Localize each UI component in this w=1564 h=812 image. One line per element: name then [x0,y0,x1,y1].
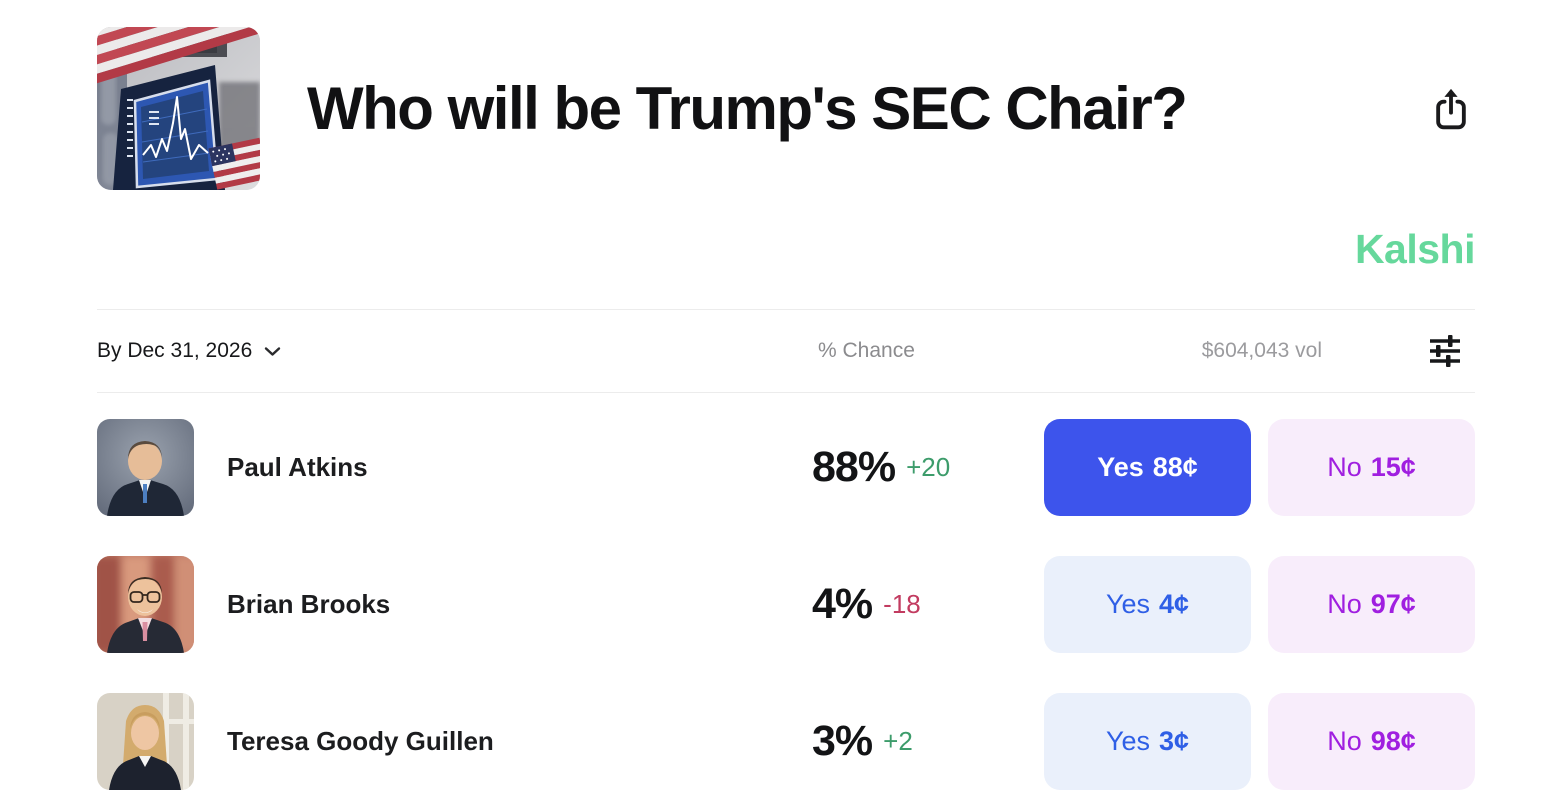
chance-delta: -18 [883,589,921,619]
outcome-row-teresa-goody-guillen[interactable]: Teresa Goody Guillen 3% +2 Yes 3¢ No 98¢ [97,693,1475,790]
trade-buttons: Yes 3¢ No 98¢ [1044,693,1475,790]
page-title: Who will be Trump's SEC Chair? [307,75,1188,142]
share-button[interactable] [1427,83,1475,135]
chance-delta: +20 [906,452,951,482]
yes-button[interactable]: Yes 3¢ [1044,693,1251,790]
share-icon [1436,88,1466,129]
outcome-chance: 4% -18 [812,580,1044,629]
avatar-brian-brooks [97,556,194,653]
avatar-teresa-goody-guillen [97,693,194,790]
chance-delta: +2 [883,726,913,756]
deadline-label: By Dec 31, 2026 [97,339,253,362]
portrait-image [97,556,194,653]
trade-buttons: Yes 4¢ No 97¢ [1044,556,1475,653]
no-button[interactable]: No 15¢ [1268,419,1475,516]
portrait-image [97,693,194,790]
brand-row: Kalshi [97,226,1476,273]
market-toolbar: By Dec 31, 2026 % Chance $604,043 vol [97,310,1475,392]
market-header: Who will be Trump's SEC Chair? [97,0,1475,190]
chance-value: 88% [812,443,896,491]
no-button[interactable]: No 98¢ [1268,693,1475,790]
outcome-row-brian-brooks[interactable]: Brian Brooks 4% -18 Yes 4¢ No 97¢ [97,556,1475,653]
filter-button[interactable] [1426,332,1464,370]
market-thumbnail [97,27,260,190]
chance-value: 3% [812,717,873,765]
outcome-chance: 88% +20 [812,443,1044,492]
market-widget: Who will be Trump's SEC Chair? Kalshi By… [97,0,1476,790]
divider [97,309,1475,310]
yes-button[interactable]: Yes 88¢ [1044,419,1251,516]
outcome-name: Brian Brooks [227,589,391,619]
deadline-dropdown[interactable]: By Dec 31, 2026 [97,339,281,363]
outcome-list: Paul Atkins 88% +20 Yes 88¢ No 15¢ [97,419,1475,790]
chance-value: 4% [812,580,873,628]
flags-trading-screen-image [97,27,260,190]
kalshi-logo: Kalshi [1354,226,1476,272]
yes-button[interactable]: Yes 4¢ [1044,556,1251,653]
chevron-down-icon [265,346,281,356]
portrait-image [97,419,194,516]
no-button[interactable]: No 97¢ [1268,556,1475,653]
volume-label: $604,043 vol [1201,339,1322,362]
trade-buttons: Yes 88¢ No 15¢ [1044,419,1475,516]
outcome-row-paul-atkins[interactable]: Paul Atkins 88% +20 Yes 88¢ No 15¢ [97,419,1475,516]
outcome-name: Teresa Goody Guillen [227,726,494,756]
sliders-icon [1430,335,1460,367]
chance-column-header: % Chance [818,339,915,362]
outcome-chance: 3% +2 [812,717,1044,766]
outcome-name: Paul Atkins [227,452,368,482]
divider [97,392,1475,393]
avatar-paul-atkins [97,419,194,516]
